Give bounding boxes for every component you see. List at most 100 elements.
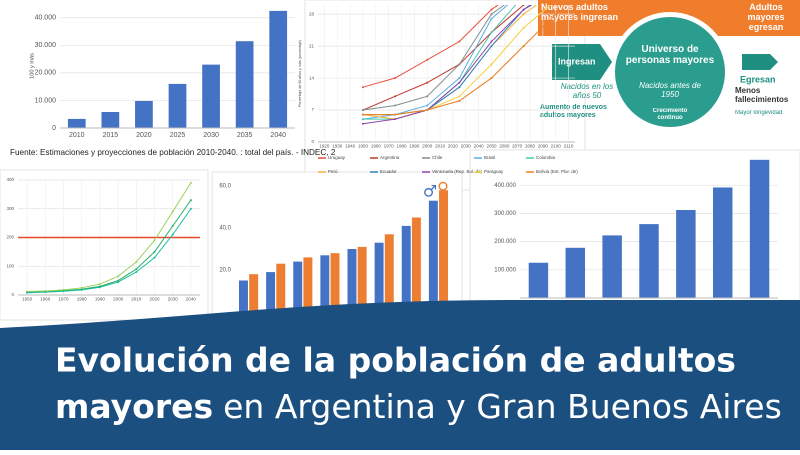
- infographic: Nuevos adultos mayores ingresan Adultos …: [538, 0, 800, 132]
- x-tick-label: 1970: [58, 297, 69, 302]
- bar: [202, 64, 220, 128]
- y-tick-label: 0: [311, 139, 314, 144]
- legend-label: Argentina: [380, 155, 400, 160]
- point: [153, 256, 156, 259]
- x-tick-label: 2025: [170, 132, 186, 139]
- point: [394, 118, 397, 121]
- x-tick-label: 2000: [422, 144, 433, 149]
- y-tick-label: 28: [309, 11, 315, 16]
- point: [62, 290, 65, 293]
- x-tick-label: 2100: [551, 144, 562, 149]
- point: [426, 109, 429, 112]
- y-tick-label: 20,0: [219, 268, 231, 274]
- arrow-out: [742, 54, 778, 70]
- point: [522, 13, 525, 16]
- x-tick-label: 2020: [448, 144, 459, 149]
- legend-label: Perú: [328, 169, 338, 174]
- bar: [428, 200, 438, 312]
- bar: [749, 159, 770, 298]
- point: [361, 109, 364, 112]
- point: [490, 31, 493, 34]
- bar: [439, 190, 448, 312]
- bar: [67, 118, 86, 128]
- y-tick-label: 10.000: [35, 97, 57, 104]
- x-tick-label: 1950: [22, 297, 33, 302]
- x-tick-label: 2040: [474, 144, 485, 149]
- x-tick-label: 1940: [345, 144, 356, 149]
- plot: [361, 5, 557, 125]
- bar: [269, 10, 288, 129]
- bar: [168, 83, 187, 128]
- bar: [235, 41, 254, 129]
- y-tick-label: 21: [309, 43, 315, 48]
- point: [490, 45, 493, 48]
- point: [490, 8, 493, 11]
- x-tick-label: 1930: [332, 144, 343, 149]
- x-tick-label: 2050: [486, 144, 497, 149]
- point: [62, 288, 65, 291]
- y-tick-label: 14: [309, 75, 315, 80]
- point: [522, 45, 525, 48]
- point: [98, 286, 101, 289]
- banner-regular: en Argentina y Gran Buenos Aires: [223, 387, 782, 426]
- x-tick-label: 2110: [564, 144, 574, 149]
- legend-label: Paraguay: [484, 169, 504, 174]
- x-tick-label: 2060: [499, 144, 510, 149]
- point: [426, 104, 429, 107]
- point: [361, 118, 364, 121]
- x-tick-label: 2030: [461, 144, 472, 149]
- x-tick-label: 2020: [149, 297, 160, 302]
- x-tick-label: 2020: [136, 132, 152, 139]
- legend-label: Bolivia (Est. Plur. de): [536, 169, 578, 174]
- out-header: Adultos mayores egresan: [747, 3, 785, 32]
- y-tick-label: 0: [11, 292, 14, 297]
- y-tick-label: 400.000: [494, 183, 516, 189]
- y-tick-label: 400: [6, 177, 14, 182]
- point: [522, 5, 525, 6]
- point: [426, 95, 429, 98]
- legend-label: Venezuela (Rep. Bol. de): [432, 169, 483, 174]
- y-axis-title: 100 y más: [29, 53, 35, 79]
- point: [522, 26, 525, 29]
- bar: [384, 234, 394, 312]
- point: [458, 63, 461, 66]
- x-tick-label: 2010: [435, 144, 446, 149]
- point: [153, 239, 156, 242]
- x-tick-label: 2070: [512, 144, 523, 149]
- x-tick-label: 1920: [319, 144, 330, 149]
- bar: [101, 112, 120, 128]
- bar: [266, 272, 276, 312]
- x-tick-label: 1960: [40, 297, 51, 302]
- y-tick-label: 200: [6, 235, 14, 240]
- point: [458, 40, 461, 43]
- center-label: Universo de personas mayores: [625, 44, 715, 66]
- y-tick-label: 300: [6, 206, 14, 211]
- point: [117, 281, 120, 284]
- point: [361, 113, 364, 116]
- point: [80, 288, 83, 291]
- x-tick-label: 2010: [69, 132, 85, 139]
- point: [490, 40, 493, 43]
- y-tick-label: 100.000: [494, 267, 516, 273]
- y-tick-label: 300.000: [494, 211, 516, 217]
- x-tick-label: 2015: [103, 132, 119, 139]
- point: [135, 271, 138, 273]
- point: [458, 77, 461, 80]
- legend-label: Chile: [432, 155, 443, 160]
- point: [117, 279, 120, 282]
- point: [171, 233, 174, 236]
- in-note: Aumento de nuevos adultos mayores: [540, 104, 607, 119]
- y-tick-label: 7: [311, 107, 314, 112]
- point: [490, 63, 493, 66]
- bar: [357, 246, 367, 312]
- y-axis-title: Porcentaje de 60 años y más (porcentaje): [298, 40, 302, 107]
- plot: [18, 181, 200, 294]
- banner-title: mayores en Argentina y Gran Buenos Aires: [55, 387, 782, 426]
- legend-symbol: ♂: [423, 182, 437, 201]
- center-foot: Crecimiento continuo: [652, 108, 688, 121]
- bar: [135, 100, 153, 128]
- y-tick-label: 40.000: [35, 15, 57, 22]
- point: [189, 181, 192, 184]
- out-sub: Menos fallecimientos: [735, 87, 789, 104]
- bar: [303, 257, 313, 312]
